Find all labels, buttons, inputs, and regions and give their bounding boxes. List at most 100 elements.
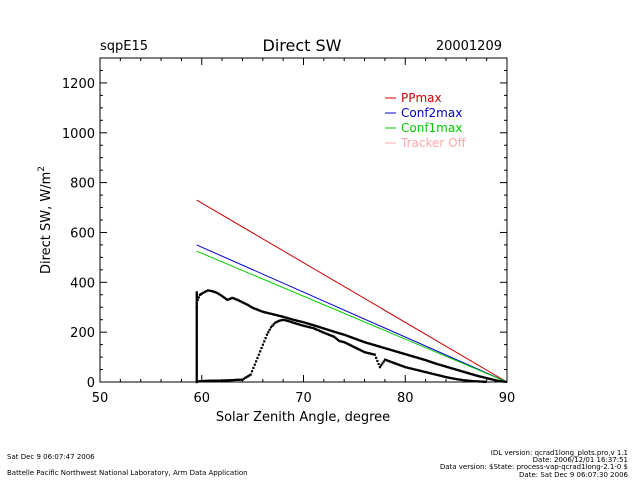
data-point-lower bbox=[404, 366, 407, 369]
data-point-upper bbox=[480, 375, 483, 378]
data-point-upper bbox=[451, 367, 454, 370]
data-point-lower bbox=[475, 380, 478, 383]
data-point-lower bbox=[242, 377, 246, 380]
data-point-upper bbox=[274, 313, 277, 317]
data-point-upper bbox=[240, 300, 243, 303]
data-point-upper bbox=[236, 298, 239, 301]
data-point-lower bbox=[235, 378, 238, 382]
data-point-lower bbox=[385, 359, 388, 362]
data-point-upper bbox=[341, 333, 345, 336]
data-point-upper bbox=[283, 316, 286, 319]
data-point-upper bbox=[380, 345, 383, 349]
data-point-upper bbox=[255, 308, 258, 311]
data-point-lower bbox=[423, 370, 426, 373]
data-point-lower bbox=[367, 352, 370, 355]
data-point-upper bbox=[502, 380, 505, 383]
data-point-upper bbox=[395, 350, 398, 353]
data-point-upper bbox=[260, 310, 263, 313]
data-point-lower bbox=[219, 379, 223, 382]
data-point-lower bbox=[322, 331, 326, 334]
data-point-edge bbox=[195, 348, 198, 351]
data-point-upper bbox=[329, 329, 332, 332]
data-point-edge bbox=[195, 346, 198, 349]
data-point-lower bbox=[312, 327, 315, 330]
data-point-lower bbox=[428, 371, 431, 375]
data-point-upper bbox=[285, 316, 289, 320]
data-point-upper bbox=[447, 366, 450, 369]
data-point-lower bbox=[355, 347, 359, 350]
data-point-upper bbox=[320, 326, 323, 329]
data-point-lower bbox=[321, 331, 324, 334]
data-point-lower bbox=[313, 327, 317, 330]
data-point-lower bbox=[396, 363, 399, 366]
data-point-upper bbox=[206, 289, 210, 292]
data-point-lower bbox=[451, 377, 454, 380]
data-point-lower bbox=[289, 320, 292, 324]
data-point-edge bbox=[195, 297, 198, 300]
data-point-edge bbox=[195, 358, 198, 361]
data-point-upper bbox=[312, 324, 315, 327]
data-point-edge bbox=[195, 372, 198, 375]
data-point-lower bbox=[301, 324, 304, 327]
y-axis-title-sup: 2 bbox=[37, 166, 47, 172]
series-line-ppmax bbox=[196, 199, 508, 383]
data-point-upper bbox=[438, 363, 441, 366]
data-point-edge bbox=[195, 306, 198, 309]
data-point-upper bbox=[404, 353, 407, 356]
data-point-upper bbox=[228, 297, 231, 300]
data-point-lower bbox=[349, 344, 352, 347]
data-point-upper bbox=[399, 351, 402, 354]
data-point-upper bbox=[254, 307, 257, 310]
y-axis-ticks: 0 200 400 600 800 1000 1200 bbox=[62, 57, 507, 391]
data-point-lower bbox=[469, 379, 472, 382]
data-point-lower bbox=[345, 342, 348, 345]
data-point-upper bbox=[425, 359, 429, 362]
data-point-lower bbox=[334, 336, 337, 339]
data-point-lower bbox=[316, 328, 319, 332]
data-point-upper bbox=[301, 320, 304, 324]
data-point-lower bbox=[461, 378, 464, 382]
data-point-lower bbox=[246, 375, 250, 378]
data-point-upper bbox=[362, 340, 365, 343]
data-point-lower bbox=[430, 372, 434, 375]
data-point-upper bbox=[458, 369, 462, 372]
x-tick-label: 80 bbox=[397, 391, 414, 406]
data-point-upper bbox=[268, 312, 271, 315]
data-point-upper bbox=[277, 314, 280, 317]
site-label: sqpE15 bbox=[100, 39, 148, 54]
data-point-lower bbox=[352, 345, 355, 348]
data-point-lower bbox=[269, 326, 273, 329]
data-point-upper bbox=[385, 347, 388, 350]
data-point-upper bbox=[327, 329, 331, 332]
data-point-lower bbox=[305, 325, 308, 328]
data-point-upper bbox=[392, 349, 396, 352]
data-point-lower bbox=[268, 328, 271, 331]
data-point-lower bbox=[288, 320, 291, 323]
data-point-upper bbox=[489, 377, 492, 381]
data-point-upper bbox=[424, 359, 427, 362]
data-point-upper bbox=[382, 346, 385, 349]
data-point-edge bbox=[195, 337, 198, 340]
data-point-lower bbox=[419, 369, 422, 372]
data-point-upper bbox=[481, 376, 485, 379]
legend-label: Conf2max bbox=[401, 106, 462, 120]
data-point-upper bbox=[257, 309, 261, 312]
data-point-lower bbox=[265, 333, 269, 336]
data-point-lower bbox=[383, 358, 387, 361]
data-point-edge bbox=[195, 361, 198, 364]
data-point-upper bbox=[436, 362, 439, 366]
data-point-lower bbox=[474, 380, 477, 383]
y-axis-title: Direct SW, W/m2 bbox=[37, 166, 54, 274]
data-point-lower bbox=[203, 379, 206, 383]
data-point-lower bbox=[470, 379, 473, 383]
data-point-edge bbox=[195, 291, 198, 294]
data-point-upper bbox=[336, 331, 340, 334]
data-point-lower bbox=[372, 353, 375, 356]
data-point-lower bbox=[455, 378, 458, 381]
data-point-upper bbox=[221, 295, 224, 298]
data-point-upper bbox=[259, 309, 262, 312]
data-point-upper bbox=[340, 332, 343, 336]
data-point-upper bbox=[387, 348, 390, 351]
data-point-lower bbox=[221, 379, 224, 382]
data-point-upper bbox=[366, 341, 369, 345]
